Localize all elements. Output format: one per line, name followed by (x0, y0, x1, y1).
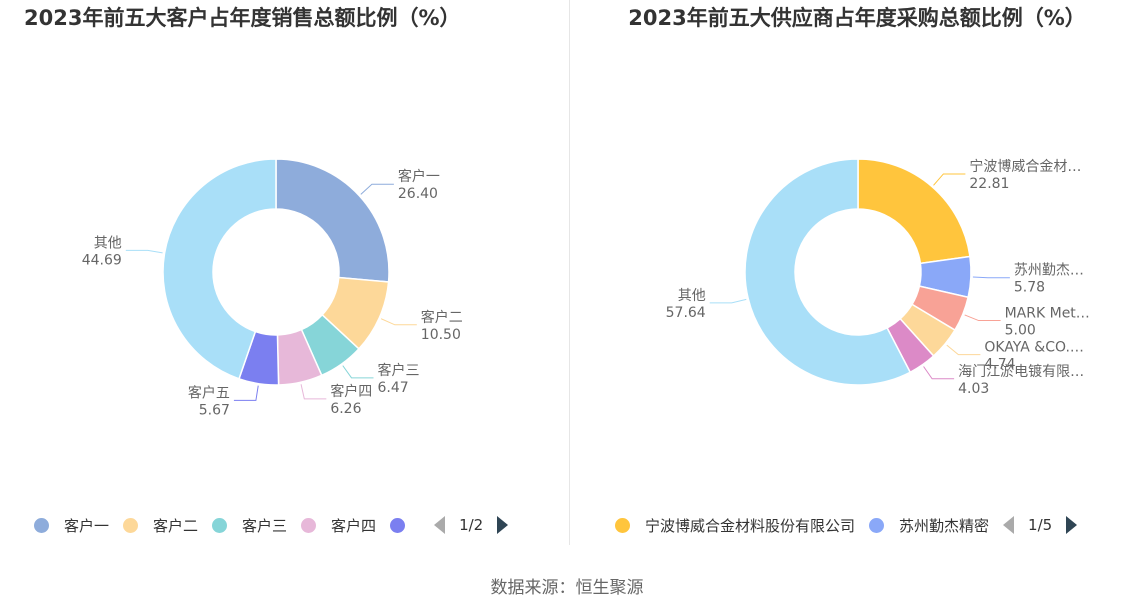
legend-pager: 1/2 (434, 516, 509, 534)
label-leader-line (380, 318, 417, 326)
slice-value-label: 5.78 (1014, 280, 1045, 296)
label-leader-line (709, 298, 747, 304)
slice-value-label: 4.74 (984, 357, 1015, 373)
slice-category-label: 宁波博威合金材… (969, 158, 1081, 175)
legend-pager: 1/5 (1003, 516, 1078, 534)
legend-item[interactable]: 苏州勤杰精密 (869, 515, 989, 536)
legend-item[interactable]: 宁波博威合金材料股份有限公司 (615, 515, 855, 536)
slice-value-label: 6.26 (330, 401, 361, 417)
legend-label: 客户一 (64, 516, 110, 535)
legend-item[interactable]: 客户四 (301, 515, 376, 536)
legend-swatch (869, 517, 885, 533)
slice-value-label: 10.50 (421, 327, 461, 343)
pie-slice[interactable] (744, 158, 912, 386)
slice-value-label: 26.40 (398, 186, 438, 202)
slice-category-label: OKAYA &CO.… (984, 340, 1084, 356)
legend-swatch (301, 517, 317, 533)
next-page-icon[interactable] (1066, 516, 1078, 534)
slice-category-label: 其他 (94, 235, 122, 251)
label-leader-line (972, 276, 1010, 279)
slice-category-label: 苏州勤杰… (1014, 263, 1084, 279)
legend-swatch (34, 517, 49, 533)
slice-value-label: 6.47 (377, 380, 408, 396)
slice-value-label: 5.00 (1005, 323, 1036, 339)
legend-swatch (390, 517, 406, 533)
slice-value-label: 4.03 (958, 381, 989, 397)
slice-category-label: 客户二 (421, 309, 463, 326)
chart-legend: 客户一 客户二 客户三 客户四 1/2 (34, 512, 509, 538)
legend-page-indicator: 1/5 (1028, 516, 1053, 534)
chart-legend: 宁波博威合金材料股份有限公司 苏州勤杰精密 1/5 (615, 512, 1078, 538)
pie-slice[interactable] (275, 158, 390, 283)
label-leader-line (342, 365, 374, 379)
prev-page-icon[interactable] (1003, 516, 1015, 534)
legend-swatch (615, 517, 630, 533)
supplier-chart-panel: 2023年前五大供应商占年度采购总额比例（%） 宁波博威合金材… 22.81 苏州勤… (567, 0, 1134, 545)
next-page-icon[interactable] (497, 516, 509, 534)
legend-label: 客户二 (153, 516, 199, 535)
legend-page-indicator: 1/2 (459, 516, 484, 534)
slice-value-label: 22.81 (969, 176, 1009, 192)
customer-chart-panel: 2023年前五大客户占年度销售总额比例（%） 客户一 26.40 客户二 10.50 客… (0, 0, 567, 545)
legend-label: 客户四 (331, 516, 377, 535)
label-leader-line (964, 314, 1001, 322)
prev-page-icon[interactable] (434, 516, 446, 534)
legend-label: 宁波博威合金材料股份有限公司 (645, 516, 856, 535)
label-leader-line (933, 173, 966, 186)
label-leader-line (300, 384, 327, 400)
slice-category-label: 其他 (678, 288, 706, 304)
slice-category-label: 海门江淤电镀有限… (958, 363, 1084, 380)
legend-swatch (212, 517, 228, 533)
slice-category-label: 客户五 (188, 384, 230, 401)
label-leader-line (233, 385, 259, 401)
slice-category-label: MARK Met… (1005, 306, 1090, 322)
legend-item[interactable]: 客户二 (123, 515, 198, 536)
pie-slice[interactable] (857, 158, 971, 265)
data-source-note: 数据来源：恒生聚源 (490, 578, 644, 598)
legend-item[interactable] (390, 517, 420, 533)
slice-category-label: 客户三 (377, 362, 419, 379)
slice-category-label: 客户一 (398, 168, 440, 185)
label-leader-line (125, 249, 163, 254)
legend-label: 苏州勤杰精密 (899, 516, 990, 535)
legend-label: 客户三 (242, 516, 288, 535)
supplier-donut-chart: 宁波博威合金材…22.81 苏州勤杰…5.78 MARK Met…5.00OKAYA… (666, 158, 1090, 397)
slice-value-label: 5.67 (199, 402, 230, 418)
legend-swatch (123, 517, 139, 533)
slice-category-label: 客户四 (330, 383, 372, 400)
label-leader-line (946, 344, 981, 356)
pie-slice[interactable] (162, 158, 277, 380)
chart-title: 2023年前五大客户占年度销售总额比例（%） (24, 6, 461, 30)
label-leader-line (923, 366, 955, 380)
panel-divider (569, 0, 570, 545)
legend-item[interactable]: 客户一 (34, 515, 109, 536)
label-leader-line (360, 183, 394, 195)
legend-item[interactable]: 客户三 (212, 515, 287, 536)
slice-value-label: 57.64 (666, 305, 706, 321)
chart-title: 2023年前五大供应商占年度采购总额比例（%） (628, 6, 1086, 30)
slice-value-label: 44.69 (82, 252, 122, 268)
